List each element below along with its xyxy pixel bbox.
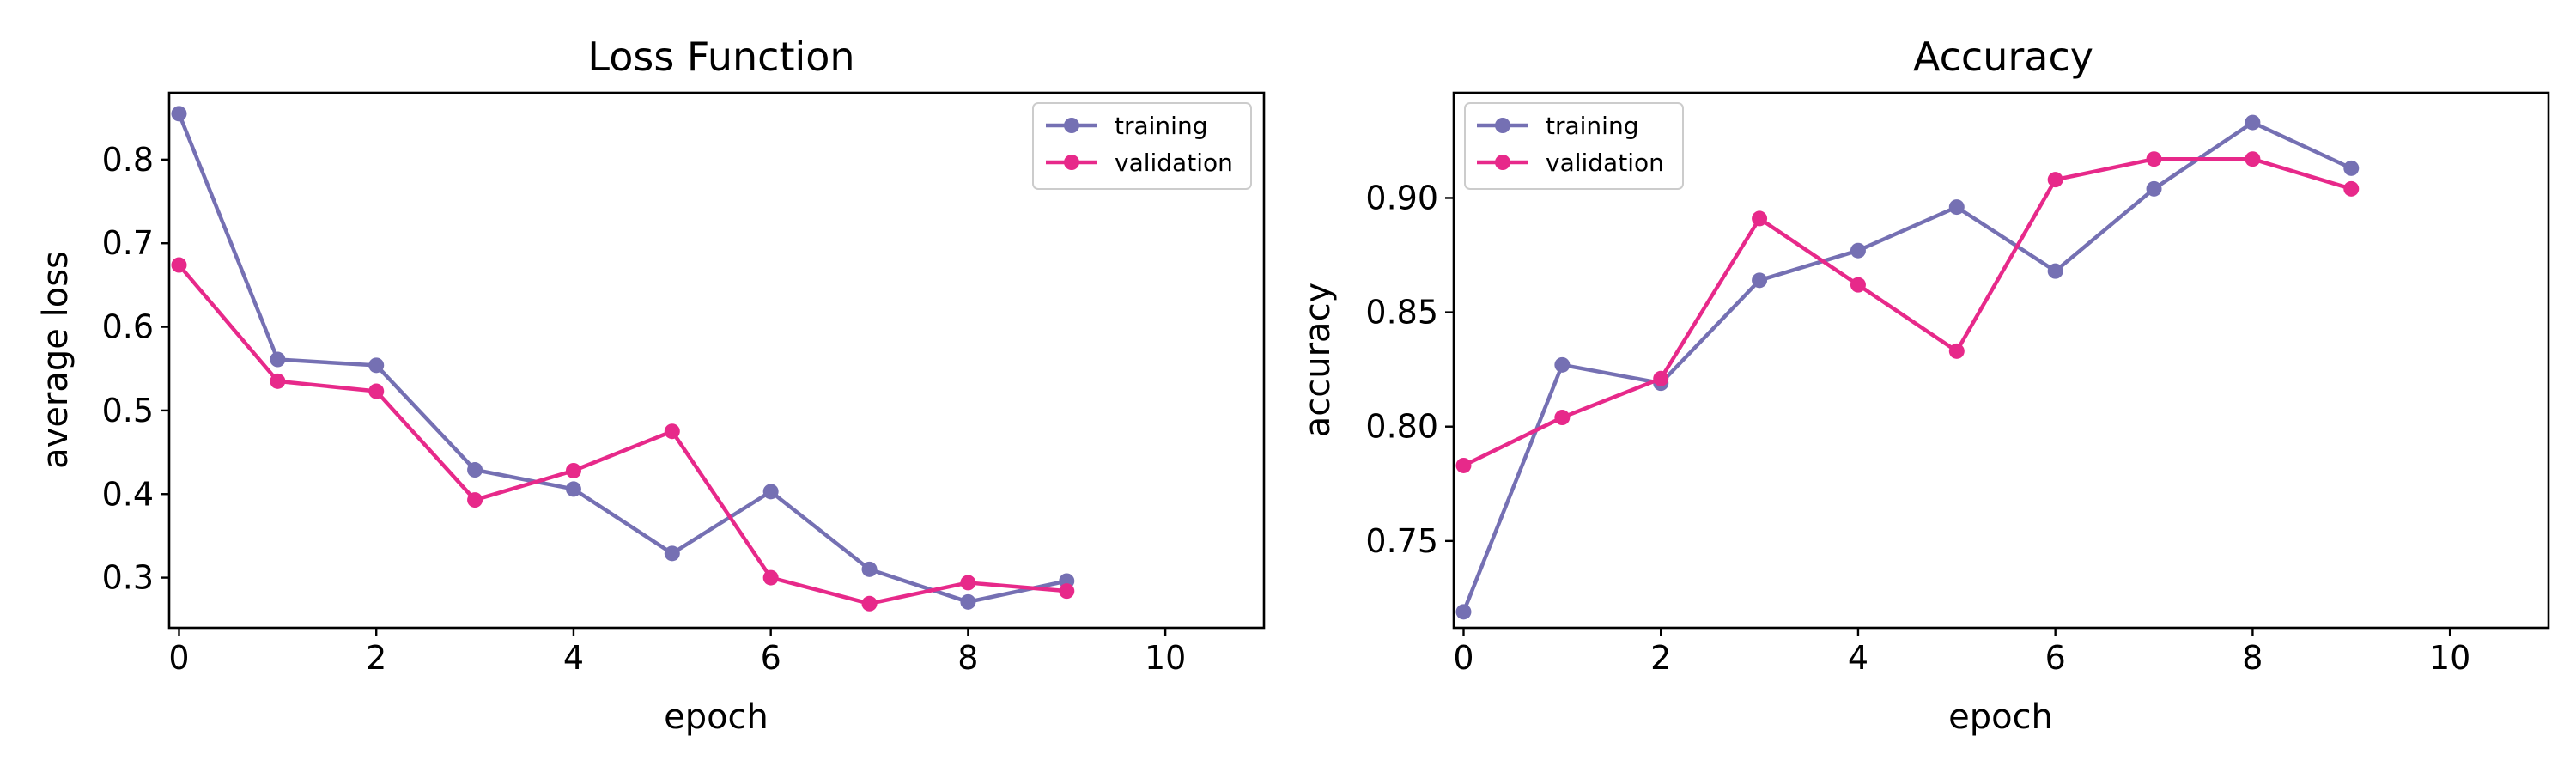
accuracy-x-tick-label: 0 — [1453, 639, 1473, 677]
loss-legend-training-marker — [1064, 118, 1079, 133]
loss-legend-training-label: training — [1115, 112, 1207, 140]
loss-y-axis-label: average loss — [36, 251, 76, 469]
loss-validation-point — [565, 462, 581, 478]
accuracy-x-axis-label: epoch — [1948, 697, 2053, 737]
accuracy-validation-line — [1462, 156, 2352, 467]
accuracy-validation-point — [1653, 370, 1669, 386]
accuracy-training-point — [1850, 242, 1866, 259]
loss-chart-title: Loss Function — [587, 33, 854, 80]
accuracy-legend: training validation — [1464, 102, 1684, 190]
accuracy-validation-point — [2245, 151, 2261, 167]
loss-legend-validation-label: validation — [1115, 149, 1233, 177]
loss-validation-point — [270, 373, 286, 389]
loss-x-tick-label: 0 — [168, 639, 189, 677]
accuracy-training-point — [2245, 114, 2261, 131]
loss-x-tick-label: 6 — [761, 639, 781, 677]
loss-validation-point — [960, 575, 976, 591]
accuracy-x-axis: 0 2 4 6 8 10 — [1453, 628, 2470, 677]
accuracy-y-tick-label: 0.90 — [1365, 179, 1438, 216]
loss-training-point — [565, 481, 581, 497]
accuracy-validation-point — [2047, 172, 2063, 188]
accuracy-x-tick-label: 8 — [2242, 639, 2263, 677]
loss-validation-point — [762, 569, 779, 586]
loss-training-point — [664, 545, 680, 562]
loss-training-point — [762, 484, 779, 500]
loss-chart: Loss Function 0 2 4 6 8 10 0.3 0.4 0.5 0.6 0.7 0.8… — [36, 33, 1266, 737]
loss-plot-frame — [167, 91, 1266, 630]
accuracy-chart-title: Accuracy — [1913, 33, 2093, 80]
loss-training-point — [467, 462, 483, 478]
accuracy-y-axis: 0.75 0.80 0.85 0.90 — [1365, 179, 1454, 560]
loss-y-tick-label: 0.7 — [102, 224, 154, 262]
loss-training-line — [177, 113, 1067, 605]
accuracy-x-tick-label: 10 — [2429, 639, 2470, 677]
accuracy-y-axis-label: accuracy — [1298, 283, 1338, 437]
loss-validation-point — [171, 257, 187, 273]
accuracy-y-tick-label: 0.75 — [1365, 522, 1438, 560]
accuracy-legend-validation-label: validation — [1546, 149, 1664, 177]
loss-chart-marks — [171, 106, 1075, 612]
loss-x-tick-label: 2 — [366, 639, 386, 677]
accuracy-training-point — [1948, 199, 1965, 216]
accuracy-training-point — [2343, 160, 2360, 176]
accuracy-training-point — [2146, 180, 2162, 197]
loss-y-tick-label: 0.3 — [102, 559, 154, 597]
accuracy-training-point — [1554, 356, 1571, 373]
accuracy-x-tick-label: 6 — [2045, 639, 2066, 677]
loss-validation-point — [861, 595, 878, 612]
loss-y-tick-label: 0.6 — [102, 308, 154, 346]
loss-training-point — [270, 351, 286, 368]
loss-y-tick-label: 0.5 — [102, 392, 154, 429]
loss-y-tick-label: 0.4 — [102, 475, 154, 513]
accuracy-y-tick-label: 0.80 — [1365, 408, 1438, 446]
accuracy-y-tick-label: 0.85 — [1365, 294, 1438, 332]
loss-legend: training validation — [1032, 102, 1252, 190]
accuracy-chart-marks — [1455, 114, 2360, 620]
accuracy-validation-point — [1752, 210, 1768, 227]
loss-validation-point — [368, 383, 385, 399]
accuracy-validation-point — [1850, 277, 1866, 293]
accuracy-training-line — [1461, 120, 2353, 613]
loss-x-tick-label: 10 — [1145, 639, 1186, 677]
loss-x-axis: 0 2 4 6 8 10 — [168, 628, 1186, 677]
accuracy-chart: Accuracy 0 2 4 6 8 10 0.750.800.850.90 epoch … — [1298, 33, 2550, 737]
loss-validation-point — [1059, 583, 1075, 600]
loss-x-axis-label: epoch — [664, 697, 769, 737]
loss-x-tick-label: 8 — [957, 639, 978, 677]
loss-validation-point — [664, 423, 680, 440]
loss-y-axis: 0.3 0.4 0.5 0.6 0.7 0.8 — [102, 141, 169, 597]
loss-x-tick-label: 4 — [563, 639, 584, 677]
loss-validation-line — [177, 264, 1067, 606]
accuracy-legend-training-marker — [1495, 118, 1510, 133]
loss-legend-validation-marker — [1064, 155, 1079, 170]
accuracy-legend-validation-marker — [1495, 155, 1510, 170]
accuracy-training-point — [2047, 263, 2063, 279]
loss-validation-point — [467, 492, 483, 508]
accuracy-validation-point — [1554, 410, 1571, 426]
accuracy-validation-point — [1948, 343, 1965, 359]
accuracy-validation-point — [2146, 151, 2162, 167]
loss-training-point — [368, 357, 385, 374]
accuracy-validation-point — [1455, 457, 1472, 473]
loss-training-point — [861, 561, 878, 577]
accuracy-plot-frame — [1452, 91, 2550, 630]
loss-training-point — [960, 593, 976, 610]
loss-y-tick-label: 0.8 — [102, 141, 154, 179]
accuracy-x-tick-label: 2 — [1650, 639, 1671, 677]
accuracy-training-point — [1455, 604, 1472, 620]
accuracy-training-point — [1752, 272, 1768, 289]
accuracy-validation-point — [2343, 180, 2360, 197]
accuracy-x-tick-label: 4 — [1848, 639, 1868, 677]
accuracy-legend-training-label: training — [1546, 112, 1638, 140]
loss-training-point — [171, 106, 187, 122]
